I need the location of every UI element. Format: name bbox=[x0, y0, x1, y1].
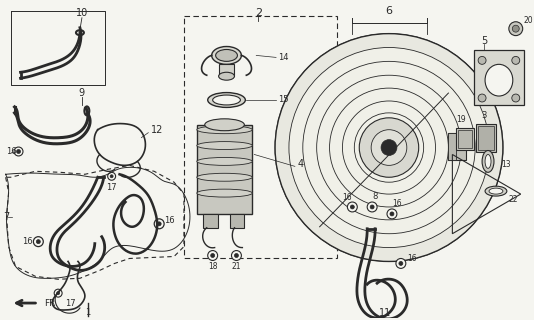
Circle shape bbox=[367, 202, 377, 212]
Circle shape bbox=[289, 47, 489, 248]
Ellipse shape bbox=[197, 141, 252, 149]
Text: 10: 10 bbox=[76, 8, 88, 18]
Ellipse shape bbox=[489, 188, 503, 194]
Circle shape bbox=[231, 251, 241, 260]
Ellipse shape bbox=[197, 173, 252, 181]
Circle shape bbox=[478, 56, 486, 64]
Circle shape bbox=[211, 253, 215, 258]
Text: 9: 9 bbox=[79, 88, 85, 98]
Ellipse shape bbox=[197, 126, 252, 134]
Circle shape bbox=[303, 61, 475, 234]
Circle shape bbox=[154, 219, 164, 229]
Text: 16: 16 bbox=[22, 237, 33, 246]
Text: 15: 15 bbox=[278, 95, 288, 105]
Text: 16: 16 bbox=[164, 216, 175, 225]
Text: 3: 3 bbox=[481, 111, 487, 120]
Text: 16: 16 bbox=[392, 199, 402, 209]
Text: 5: 5 bbox=[481, 36, 487, 45]
Circle shape bbox=[512, 94, 520, 102]
Circle shape bbox=[399, 261, 403, 265]
Circle shape bbox=[478, 94, 486, 102]
Circle shape bbox=[359, 118, 419, 177]
Circle shape bbox=[509, 22, 523, 36]
Ellipse shape bbox=[211, 46, 241, 64]
Circle shape bbox=[396, 259, 406, 268]
Bar bbox=[476, 124, 496, 151]
Bar bbox=[184, 16, 337, 259]
Circle shape bbox=[371, 130, 407, 165]
Text: 16: 16 bbox=[407, 254, 417, 263]
Circle shape bbox=[512, 56, 520, 64]
Bar bbox=[474, 51, 524, 105]
Circle shape bbox=[512, 25, 519, 32]
Circle shape bbox=[14, 147, 23, 156]
Ellipse shape bbox=[205, 119, 245, 131]
Circle shape bbox=[381, 140, 397, 156]
Text: 11: 11 bbox=[379, 308, 391, 318]
Bar bbox=[458, 130, 472, 148]
Text: 7: 7 bbox=[4, 212, 10, 222]
Circle shape bbox=[208, 251, 218, 260]
Circle shape bbox=[348, 202, 357, 212]
Text: 18: 18 bbox=[208, 262, 217, 271]
Circle shape bbox=[355, 113, 423, 182]
Text: 21: 21 bbox=[232, 262, 241, 271]
Bar bbox=[218, 64, 234, 76]
Text: 20: 20 bbox=[524, 16, 533, 25]
Circle shape bbox=[110, 175, 113, 178]
Text: 14: 14 bbox=[278, 53, 288, 62]
Circle shape bbox=[342, 101, 436, 194]
Circle shape bbox=[390, 212, 394, 216]
Ellipse shape bbox=[485, 155, 491, 168]
Ellipse shape bbox=[218, 72, 234, 80]
Bar bbox=[197, 125, 252, 214]
Circle shape bbox=[317, 75, 461, 220]
Circle shape bbox=[329, 88, 449, 207]
Bar bbox=[449, 133, 457, 160]
Ellipse shape bbox=[208, 92, 245, 108]
Circle shape bbox=[275, 34, 503, 261]
Bar bbox=[203, 214, 218, 228]
Bar bbox=[230, 214, 245, 228]
Circle shape bbox=[54, 289, 62, 297]
Text: 1: 1 bbox=[85, 308, 90, 317]
Text: 16: 16 bbox=[6, 147, 16, 156]
Text: FR.: FR. bbox=[44, 299, 58, 308]
Circle shape bbox=[36, 240, 40, 244]
Circle shape bbox=[350, 205, 355, 209]
Bar bbox=[449, 133, 466, 160]
Bar bbox=[478, 126, 494, 149]
Circle shape bbox=[157, 222, 161, 226]
Ellipse shape bbox=[213, 95, 240, 105]
Ellipse shape bbox=[84, 107, 89, 115]
Circle shape bbox=[234, 253, 238, 258]
Ellipse shape bbox=[485, 64, 513, 96]
Circle shape bbox=[370, 205, 374, 209]
Ellipse shape bbox=[197, 189, 252, 197]
Bar bbox=[457, 128, 474, 149]
Ellipse shape bbox=[482, 150, 494, 172]
Ellipse shape bbox=[197, 157, 252, 165]
Text: 2: 2 bbox=[255, 8, 262, 18]
Circle shape bbox=[108, 172, 115, 180]
Text: 12: 12 bbox=[151, 125, 163, 135]
Text: 4: 4 bbox=[298, 159, 304, 169]
Circle shape bbox=[387, 209, 397, 219]
Circle shape bbox=[57, 292, 60, 295]
Ellipse shape bbox=[216, 50, 238, 61]
Text: 6: 6 bbox=[386, 6, 392, 16]
Text: 22: 22 bbox=[509, 195, 519, 204]
Text: 8: 8 bbox=[372, 192, 378, 201]
Ellipse shape bbox=[485, 186, 507, 196]
Text: 19: 19 bbox=[457, 115, 466, 124]
Text: 13: 13 bbox=[501, 160, 511, 169]
Circle shape bbox=[17, 149, 20, 154]
Text: 16: 16 bbox=[343, 193, 352, 202]
Ellipse shape bbox=[76, 30, 84, 35]
Text: 17: 17 bbox=[106, 183, 117, 192]
Text: 17: 17 bbox=[65, 299, 76, 308]
Circle shape bbox=[34, 237, 43, 247]
